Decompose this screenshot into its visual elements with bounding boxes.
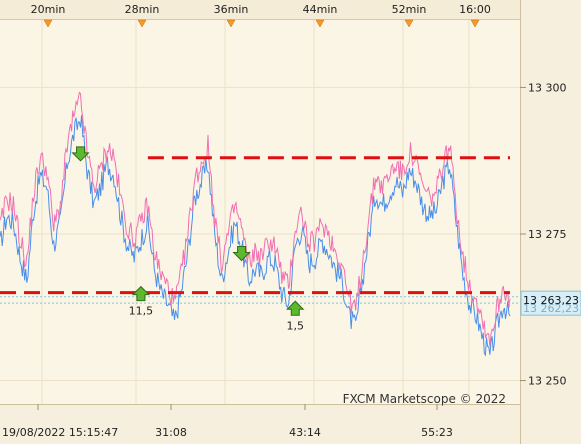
signal-label: 11,5 xyxy=(129,305,154,318)
top-time-label: 44min xyxy=(303,3,338,16)
price-tick-label: 13 275 xyxy=(528,228,567,241)
buy-signal: 1,5 xyxy=(286,300,305,332)
up-arrow-icon xyxy=(131,285,151,302)
top-time-label: 52min xyxy=(392,3,427,16)
down-arrow-icon xyxy=(71,146,90,162)
time-marker-icon xyxy=(43,19,53,28)
top-time-label: 20min xyxy=(31,3,66,16)
time-marker-icon xyxy=(226,19,236,28)
buy-signal: 11,5 xyxy=(129,285,154,318)
time-marker-icon xyxy=(404,19,414,28)
sell-signal xyxy=(232,246,251,262)
signal-label: 1,5 xyxy=(287,319,305,332)
price-tick-label: 13 250 xyxy=(528,375,567,388)
top-time-label: 28min xyxy=(125,3,160,16)
time-marker-icon xyxy=(137,19,147,28)
watermark-text: FXCM Marketscope © 2022 xyxy=(343,392,506,406)
ask-series-line xyxy=(0,91,511,347)
current-price-label-behind: 13 262,23 xyxy=(523,302,579,315)
bottom-time-label: 19/08/2022 15:15:47 xyxy=(2,426,118,439)
bottom-time-label: 55:23 xyxy=(421,426,453,439)
price-tick-label: 13 300 xyxy=(528,81,567,94)
time-marker-icon xyxy=(315,19,325,28)
top-time-label: 36min xyxy=(214,3,249,16)
time-marker-icon xyxy=(470,19,480,28)
current-price-label: 13 263,23 xyxy=(523,294,579,307)
plot-area xyxy=(0,20,520,404)
top-time-axis xyxy=(0,0,520,19)
up-arrow-icon xyxy=(286,300,305,316)
top-time-label: 16:00 xyxy=(459,3,491,16)
bottom-time-label: 43:14 xyxy=(289,426,321,439)
current-price-box xyxy=(520,290,581,316)
bottom-time-label: 31:08 xyxy=(155,426,187,439)
sell-signal xyxy=(71,146,90,162)
down-arrow-icon xyxy=(232,246,251,262)
